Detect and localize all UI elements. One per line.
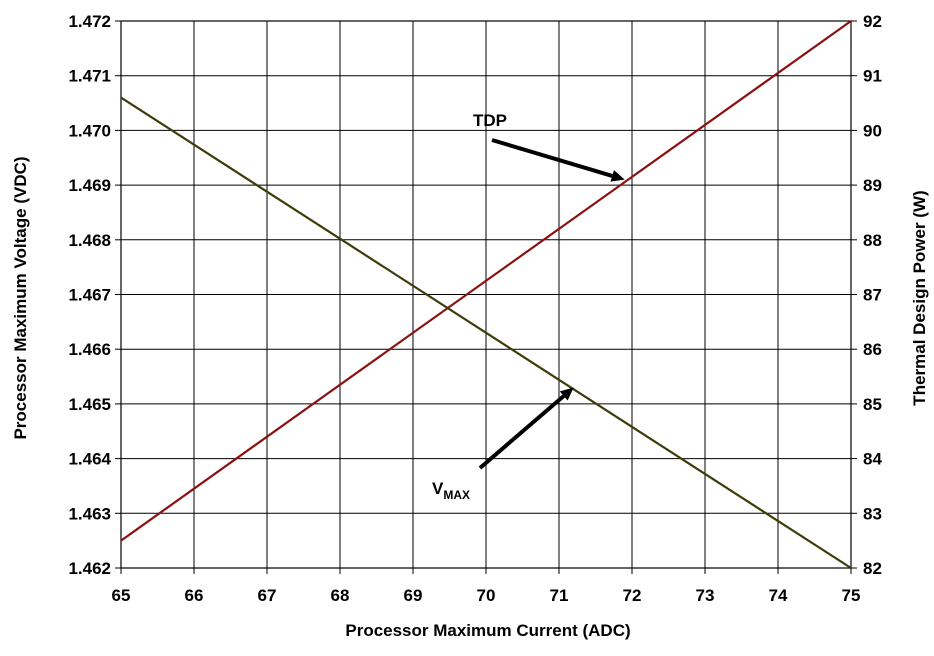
- y-right-tick-label: 88: [863, 231, 882, 250]
- y-axis-left-label: Processor Maximum Voltage (VDC): [11, 156, 30, 439]
- tdp-arrow: [491, 138, 613, 178]
- x-axis-label: Processor Maximum Current (ADC): [345, 621, 630, 640]
- y-left-tick-label: 1.471: [68, 67, 111, 86]
- y-right-tick-label: 87: [863, 286, 882, 305]
- y-right-tick-label: 92: [863, 12, 882, 31]
- y-left-tick-label: 1.464: [68, 450, 111, 469]
- annotations: TDP VMAX: [432, 111, 625, 502]
- y-left-tick-label: 1.466: [68, 340, 111, 359]
- vmax-label-subscript: MAX: [443, 488, 470, 502]
- y-right-tick-label: 91: [863, 67, 882, 86]
- vmax-arrow: [478, 394, 566, 470]
- y-right-tick-label: 89: [863, 176, 882, 195]
- y-left-tick-label: 1.467: [68, 286, 111, 305]
- x-tick-label: 75: [842, 586, 861, 605]
- y-left-tick-label: 1.462: [68, 559, 111, 578]
- y-right-tick-label: 86: [863, 340, 882, 359]
- y-left-tick-label: 1.463: [68, 504, 111, 523]
- series-layer: [120, 20, 852, 569]
- y-right-tick-label: 82: [863, 559, 882, 578]
- x-tick-label: 68: [331, 586, 350, 605]
- y-left-tick-label: 1.468: [68, 231, 111, 250]
- y-left-tick-label: 1.470: [68, 121, 111, 140]
- x-tick-label: 65: [112, 586, 131, 605]
- x-tick-label: 66: [185, 586, 204, 605]
- vmax-annotation-label: VMAX: [432, 479, 470, 502]
- y-left-tick-label: 1.469: [68, 176, 111, 195]
- x-tick-label: 69: [404, 586, 423, 605]
- tdp-annotation-label: TDP: [473, 111, 507, 130]
- vmax-label-main: V: [432, 479, 444, 498]
- y-left-tick-label: 1.472: [68, 12, 111, 31]
- y-left-tick-label: 1.465: [68, 395, 111, 414]
- vmax-arrowhead: [559, 387, 574, 401]
- x-tick-label: 73: [696, 586, 715, 605]
- y-right-tick-label: 85: [863, 395, 882, 414]
- grid: [120, 20, 852, 569]
- series-line-vmax: [120, 96, 852, 569]
- x-tick-label: 72: [623, 586, 642, 605]
- series-line-tdp: [120, 20, 852, 542]
- y-axis-right-label: Thermal Design Power (W): [910, 190, 929, 405]
- x-tick-label: 74: [769, 586, 788, 605]
- x-tick-label: 71: [550, 586, 569, 605]
- x-tick-label: 67: [258, 586, 277, 605]
- y-right-tick-label: 84: [863, 450, 882, 469]
- y-right-tick-label: 83: [863, 504, 882, 523]
- ticks-layer: 65 66 67 68 69 70 71 72 73 74 75 1.462 82 1.463 83 1.46…: [68, 12, 882, 605]
- y-right-tick-label: 90: [863, 121, 882, 140]
- x-tick-label: 70: [477, 586, 496, 605]
- tdp-arrowhead: [610, 170, 625, 182]
